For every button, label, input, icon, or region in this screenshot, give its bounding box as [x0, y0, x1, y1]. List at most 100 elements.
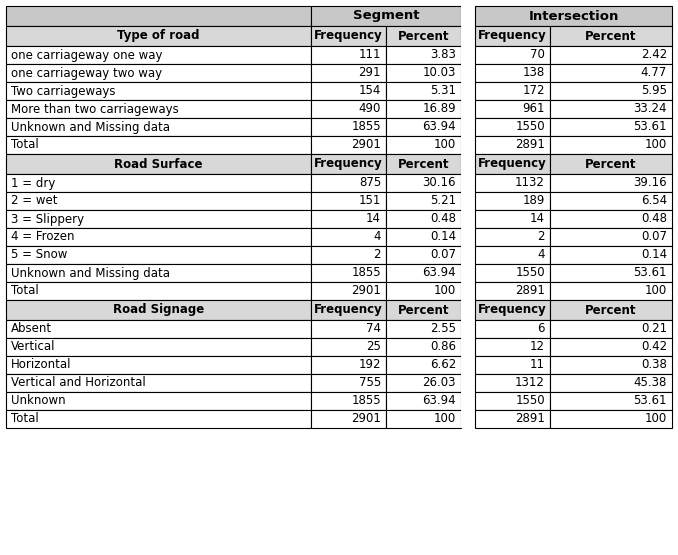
Text: 33.24: 33.24: [633, 103, 667, 115]
Bar: [6, 118, 311, 136]
Text: Percent: Percent: [398, 158, 450, 170]
Text: 2.55: 2.55: [430, 322, 456, 336]
Bar: [386, 46, 461, 64]
Text: 5.21: 5.21: [430, 194, 456, 208]
Text: 2891: 2891: [515, 412, 545, 426]
Text: Vertical: Vertical: [11, 341, 56, 354]
Text: 192: 192: [359, 359, 381, 371]
Bar: [461, 264, 475, 282]
Text: 0.14: 0.14: [430, 230, 456, 244]
Text: 100: 100: [434, 412, 456, 426]
Bar: [461, 282, 475, 300]
Text: 10.03: 10.03: [422, 67, 456, 79]
Bar: [550, 100, 672, 118]
Text: 2901: 2901: [351, 412, 381, 426]
Text: 2: 2: [538, 230, 545, 244]
Bar: [6, 392, 311, 410]
Bar: [311, 210, 386, 228]
Bar: [550, 26, 672, 46]
Text: Road Signage: Road Signage: [113, 304, 204, 316]
Bar: [6, 154, 311, 174]
Bar: [6, 282, 311, 300]
Bar: [475, 174, 550, 192]
Text: 2901: 2901: [351, 285, 381, 297]
Bar: [386, 64, 461, 82]
Bar: [311, 6, 461, 26]
Text: 45.38: 45.38: [634, 376, 667, 390]
Bar: [550, 154, 672, 174]
Text: 2 = wet: 2 = wet: [11, 194, 58, 208]
Bar: [311, 174, 386, 192]
Bar: [311, 282, 386, 300]
Text: 6: 6: [538, 322, 545, 336]
Text: 3.83: 3.83: [430, 48, 456, 62]
Text: Type of road: Type of road: [117, 29, 200, 43]
Bar: [311, 338, 386, 356]
Text: Vertical and Horizontal: Vertical and Horizontal: [11, 376, 146, 390]
Text: 100: 100: [645, 285, 667, 297]
Text: Frequency: Frequency: [478, 304, 547, 316]
Text: Road Surface: Road Surface: [115, 158, 203, 170]
Text: 1855: 1855: [351, 120, 381, 134]
Text: 100: 100: [645, 412, 667, 426]
Bar: [386, 228, 461, 246]
Bar: [461, 246, 475, 264]
Text: 0.07: 0.07: [641, 230, 667, 244]
Text: Total: Total: [11, 285, 39, 297]
Text: 4: 4: [374, 230, 381, 244]
Bar: [475, 46, 550, 64]
Bar: [475, 118, 550, 136]
Text: one carriageway one way: one carriageway one way: [11, 48, 163, 62]
Bar: [386, 356, 461, 374]
Bar: [475, 64, 550, 82]
Text: Total: Total: [11, 139, 39, 152]
Bar: [461, 320, 475, 338]
Bar: [550, 210, 672, 228]
Text: Percent: Percent: [398, 304, 450, 316]
Text: 63.94: 63.94: [422, 120, 456, 134]
Bar: [461, 210, 475, 228]
Text: Frequency: Frequency: [314, 29, 383, 43]
Bar: [6, 374, 311, 392]
Text: 2901: 2901: [351, 139, 381, 152]
Text: 154: 154: [359, 84, 381, 98]
Bar: [311, 392, 386, 410]
Text: Frequency: Frequency: [478, 29, 547, 43]
Text: 1132: 1132: [515, 176, 545, 189]
Text: 1550: 1550: [515, 266, 545, 280]
Bar: [550, 246, 672, 264]
Text: 2.42: 2.42: [641, 48, 667, 62]
Bar: [550, 320, 672, 338]
Text: 30.16: 30.16: [422, 176, 456, 189]
Text: 63.94: 63.94: [422, 395, 456, 407]
Bar: [461, 136, 475, 154]
Text: 0.14: 0.14: [641, 249, 667, 261]
Bar: [6, 136, 311, 154]
Text: Percent: Percent: [585, 29, 637, 43]
Bar: [475, 320, 550, 338]
Bar: [6, 6, 311, 26]
Bar: [6, 82, 311, 100]
Bar: [6, 210, 311, 228]
Bar: [550, 410, 672, 428]
Bar: [386, 154, 461, 174]
Text: Total: Total: [11, 412, 39, 426]
Text: 5 = Snow: 5 = Snow: [11, 249, 67, 261]
Text: 0.42: 0.42: [641, 341, 667, 354]
Text: 0.38: 0.38: [641, 359, 667, 371]
Text: 53.61: 53.61: [633, 120, 667, 134]
Bar: [461, 338, 475, 356]
Bar: [461, 410, 475, 428]
Bar: [386, 338, 461, 356]
Bar: [475, 356, 550, 374]
Text: Percent: Percent: [585, 158, 637, 170]
Bar: [475, 100, 550, 118]
Bar: [6, 228, 311, 246]
Text: 1550: 1550: [515, 120, 545, 134]
Bar: [475, 374, 550, 392]
Bar: [311, 228, 386, 246]
Text: 70: 70: [530, 48, 545, 62]
Bar: [386, 320, 461, 338]
Text: 755: 755: [359, 376, 381, 390]
Bar: [311, 300, 386, 320]
